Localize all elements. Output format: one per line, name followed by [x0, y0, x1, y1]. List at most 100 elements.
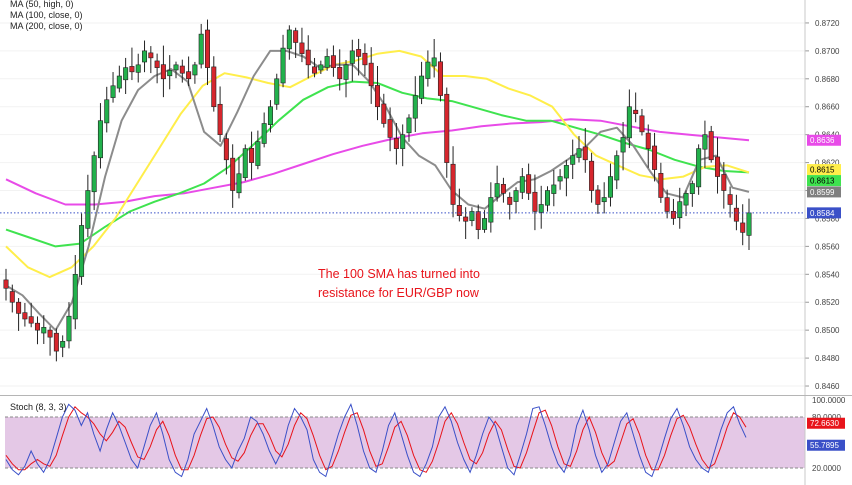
candle-body — [645, 132, 651, 149]
candle-body — [431, 57, 437, 67]
candle-body — [746, 212, 752, 236]
ma50-line — [5, 49, 750, 279]
candle-body — [312, 66, 318, 74]
candle-body — [601, 197, 607, 203]
stoch-tick-label: 100.0000 — [812, 396, 846, 405]
candle-body — [513, 190, 519, 202]
candle-body — [614, 155, 620, 181]
price-tag-label: 0.8613 — [810, 177, 835, 186]
candle-body — [393, 138, 399, 149]
candle-body — [563, 165, 569, 179]
stoch-tags: 72.6630 55.7895 — [807, 417, 845, 451]
stoch-axis: 100.0000 80.0000 20.0000 — [804, 396, 846, 485]
candle-body — [28, 316, 34, 324]
y-tick-label: 0.8680 — [815, 75, 840, 84]
candle-body — [255, 141, 261, 166]
candle-body — [173, 64, 179, 71]
price-tag-label: 0.8615 — [810, 166, 835, 175]
candle-body — [400, 134, 406, 149]
candle-body — [186, 71, 192, 80]
candle-body — [97, 120, 103, 159]
annotation-line-1: The 100 SMA has turned into — [318, 267, 480, 281]
candle-body — [236, 173, 242, 194]
candle-body — [53, 332, 59, 352]
candle-body — [267, 106, 273, 125]
candle-body — [148, 52, 154, 59]
candle-body — [79, 225, 85, 277]
candle-body — [507, 196, 513, 205]
candle-body — [305, 49, 311, 66]
candle-body — [362, 52, 368, 66]
candle-body — [324, 56, 330, 68]
candle-body — [211, 66, 217, 108]
candle-body — [696, 148, 702, 188]
candle-body — [192, 64, 198, 76]
y-tick-label: 0.8580 — [815, 214, 840, 223]
candle-body — [123, 67, 129, 81]
candle-body — [589, 160, 595, 191]
candle-body — [740, 222, 746, 233]
price-tag-label: 0.8636 — [810, 136, 835, 145]
candle-body — [677, 201, 683, 219]
indicator-legend: MA (50, high, 0) MA (100, close, 0) MA (… — [10, 0, 83, 31]
candle-body — [9, 291, 15, 303]
stoch-tick-label: 80.0000 — [812, 413, 841, 422]
price-tags: 0.8636 0.8615 0.8613 0.8599 0.8584 — [807, 134, 841, 219]
candle-body — [721, 174, 727, 191]
candle-body — [733, 207, 739, 222]
candle-body — [708, 131, 714, 161]
candle-body — [545, 190, 551, 206]
candle-body — [381, 103, 387, 124]
candle-body — [242, 148, 248, 178]
stoch-d-line — [5, 406, 747, 473]
candle-body — [261, 123, 267, 144]
stoch-tag-label: 55.7895 — [810, 441, 839, 450]
candle-body — [538, 204, 544, 213]
ma200-line — [5, 118, 750, 206]
candle-body — [557, 176, 563, 182]
y-tick-label: 0.8480 — [815, 354, 840, 363]
candle-body — [47, 329, 53, 338]
y-tick-label: 0.8720 — [815, 19, 840, 28]
y-tick-label: 0.8700 — [815, 47, 840, 56]
stoch-band — [5, 417, 805, 468]
candle-body — [444, 93, 450, 163]
candle-body — [356, 49, 362, 57]
candle-body — [343, 64, 349, 80]
candle-body — [494, 183, 500, 198]
candle-body — [230, 157, 236, 191]
candle-body — [607, 176, 613, 198]
candle-body — [179, 65, 185, 74]
candle-body — [463, 216, 469, 222]
candle-body — [652, 145, 658, 170]
candle-body — [116, 75, 122, 89]
candle-body — [16, 301, 22, 314]
candle-body — [406, 117, 412, 134]
legend-ma100: MA (100, close, 0) — [10, 10, 83, 20]
candle-body — [658, 173, 664, 198]
annotation: The 100 SMA has turned into resistance f… — [318, 267, 480, 300]
candle-body — [160, 64, 166, 80]
candle-body — [110, 85, 116, 98]
stoch-tag — [807, 417, 845, 429]
stoch-tick-label: 20.0000 — [812, 464, 841, 473]
candle-body — [135, 64, 141, 73]
candle-body — [689, 183, 695, 194]
annotation-line-2: resistance for EUR/GBP now — [318, 286, 480, 300]
candle-body — [670, 210, 676, 219]
candle-body — [223, 138, 229, 161]
candle-body — [456, 205, 462, 216]
candle-body — [633, 109, 639, 115]
legend-ma200: MA (200, close, 0) — [10, 21, 83, 31]
candle-body — [683, 193, 689, 206]
y-tick-label: 0.8660 — [815, 103, 840, 112]
price-axis[interactable]: 0.87200.87000.86800.86600.86400.86200.86… — [804, 0, 840, 395]
candle-body — [482, 218, 488, 230]
candle-body — [91, 155, 97, 193]
candle-body — [129, 66, 135, 73]
stoch-lines — [5, 402, 805, 478]
legend-ma50: MA (50, high, 0) — [10, 0, 74, 9]
price-tag-label: 0.8599 — [810, 188, 835, 197]
candle-body — [154, 60, 160, 68]
